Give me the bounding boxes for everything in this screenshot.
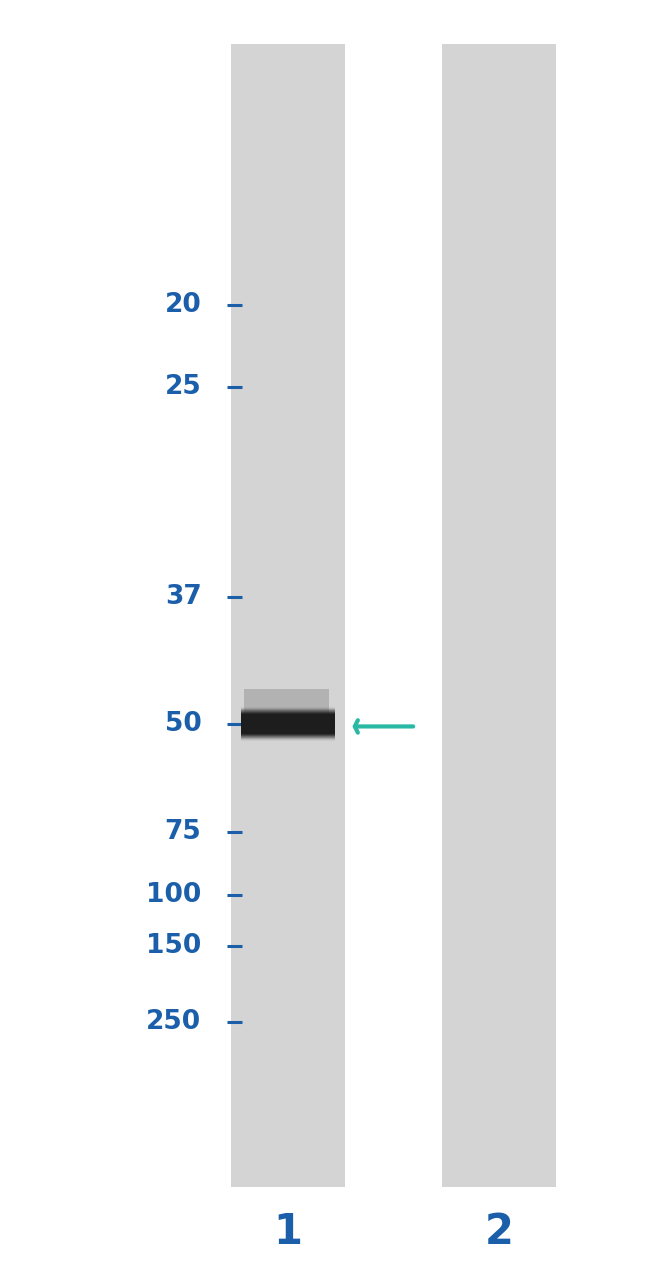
Text: 20: 20	[164, 292, 202, 318]
Bar	[240, 707, 335, 740]
Bar	[240, 711, 335, 737]
Bar	[240, 709, 335, 739]
Bar	[240, 714, 335, 734]
Bar	[240, 706, 335, 742]
Text: 75: 75	[164, 819, 202, 845]
Bar	[240, 711, 335, 737]
Bar	[240, 712, 335, 735]
Bar	[240, 710, 335, 738]
Bar	[240, 709, 335, 739]
Bar	[240, 714, 335, 734]
Bar	[240, 709, 335, 739]
Bar	[240, 707, 335, 740]
Bar	[240, 711, 335, 737]
Text: 2: 2	[484, 1210, 514, 1253]
Bar	[240, 710, 335, 738]
Text: 250: 250	[146, 1010, 202, 1035]
Text: 1: 1	[273, 1210, 302, 1253]
Bar	[240, 714, 335, 734]
Bar	[442, 44, 556, 1187]
Bar	[240, 706, 335, 742]
Bar	[240, 710, 335, 738]
Bar	[240, 712, 335, 735]
Bar	[240, 712, 335, 735]
Bar	[240, 706, 335, 742]
Bar	[240, 707, 335, 740]
Text: 25: 25	[164, 375, 202, 400]
Text: 50: 50	[164, 711, 202, 737]
Bar	[240, 712, 335, 735]
Bar	[240, 712, 335, 735]
Text: 100: 100	[146, 883, 202, 908]
Text: 37: 37	[164, 584, 202, 610]
Bar	[240, 707, 335, 740]
Bar	[231, 44, 344, 1187]
Bar	[244, 690, 329, 714]
Bar	[240, 710, 335, 738]
Bar	[240, 711, 335, 737]
Bar	[240, 706, 335, 742]
Bar	[240, 714, 335, 734]
Bar	[240, 710, 335, 738]
Text: 150: 150	[146, 933, 202, 959]
Bar	[240, 709, 335, 739]
Bar	[240, 709, 335, 739]
